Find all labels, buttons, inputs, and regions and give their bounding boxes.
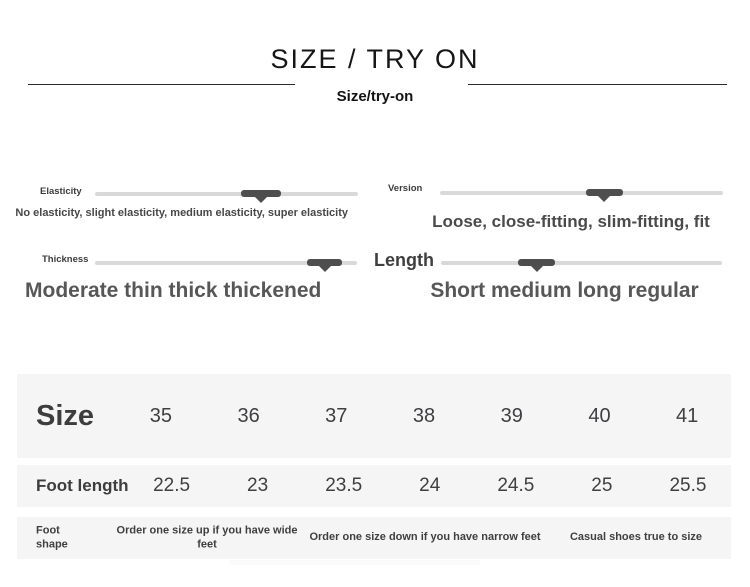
foot-length-row-label: Foot length: [36, 476, 129, 495]
foot-length-value: 24.5: [497, 475, 535, 496]
note-wide-feet: Order one size up if you have wide feet: [116, 524, 298, 550]
thickness-label: Thickness: [42, 254, 89, 265]
header-rule-left: [28, 84, 295, 85]
size-value: 41: [676, 404, 699, 427]
length-label: Length: [374, 250, 434, 270]
elasticity-label: Elasticity: [40, 186, 82, 197]
size-value: 38: [412, 404, 436, 427]
header-rule-right: [468, 84, 727, 85]
foot-length-value: 24: [419, 475, 441, 496]
length-description: Short medium long regular: [430, 279, 699, 302]
size-value: 36: [237, 404, 260, 427]
foot-length-value: 25: [591, 475, 613, 496]
version-description: Loose, close-fitting, slim-fitting, fit: [432, 212, 710, 231]
size-table-row-size: Size 35 36 37 38 39 40 41: [17, 374, 731, 458]
size-table-row-foot-length: Foot length 22.5 23 23.5 24 24.5 25 25.5: [17, 465, 731, 507]
length-slider-marker: [517, 259, 556, 272]
thickness-slider-marker: [306, 259, 343, 272]
note-casual-shoes: Casual shoes true to size: [569, 531, 703, 544]
size-value: 40: [588, 404, 611, 427]
foot-length-value: 25.5: [669, 475, 707, 496]
version-slider-marker: [585, 189, 623, 202]
size-row-label: Size: [36, 399, 95, 432]
version-label: Version: [388, 183, 423, 194]
note-narrow-feet: Order one size down if you have narrow f…: [309, 531, 541, 544]
version-slider-track: [440, 189, 723, 202]
thickness-description: Moderate thin thick thickened: [25, 279, 322, 302]
size-table-row-foot-shape: Foot shape Order one size up if you have…: [17, 517, 731, 559]
elasticity-slider-track: [95, 190, 358, 203]
section-subtitle: Size/try-on: [336, 88, 414, 105]
foot-length-value: 23.5: [325, 475, 363, 496]
size-value: 37: [325, 404, 348, 427]
size-value: 35: [149, 404, 172, 427]
thickness-slider-track: [95, 259, 357, 272]
foot-length-value: 22.5: [153, 475, 191, 496]
section-title: SIZE / TRY ON: [270, 44, 480, 74]
length-slider-track: [441, 259, 722, 272]
size-value: 39: [500, 404, 523, 427]
elasticity-description: No elasticity, slight elasticity, medium…: [15, 207, 348, 219]
footer-divider-strip: [230, 560, 480, 565]
elasticity-slider-marker: [240, 190, 281, 203]
foot-shape-label: Foot shape: [36, 524, 68, 550]
foot-length-value: 23: [247, 475, 269, 496]
